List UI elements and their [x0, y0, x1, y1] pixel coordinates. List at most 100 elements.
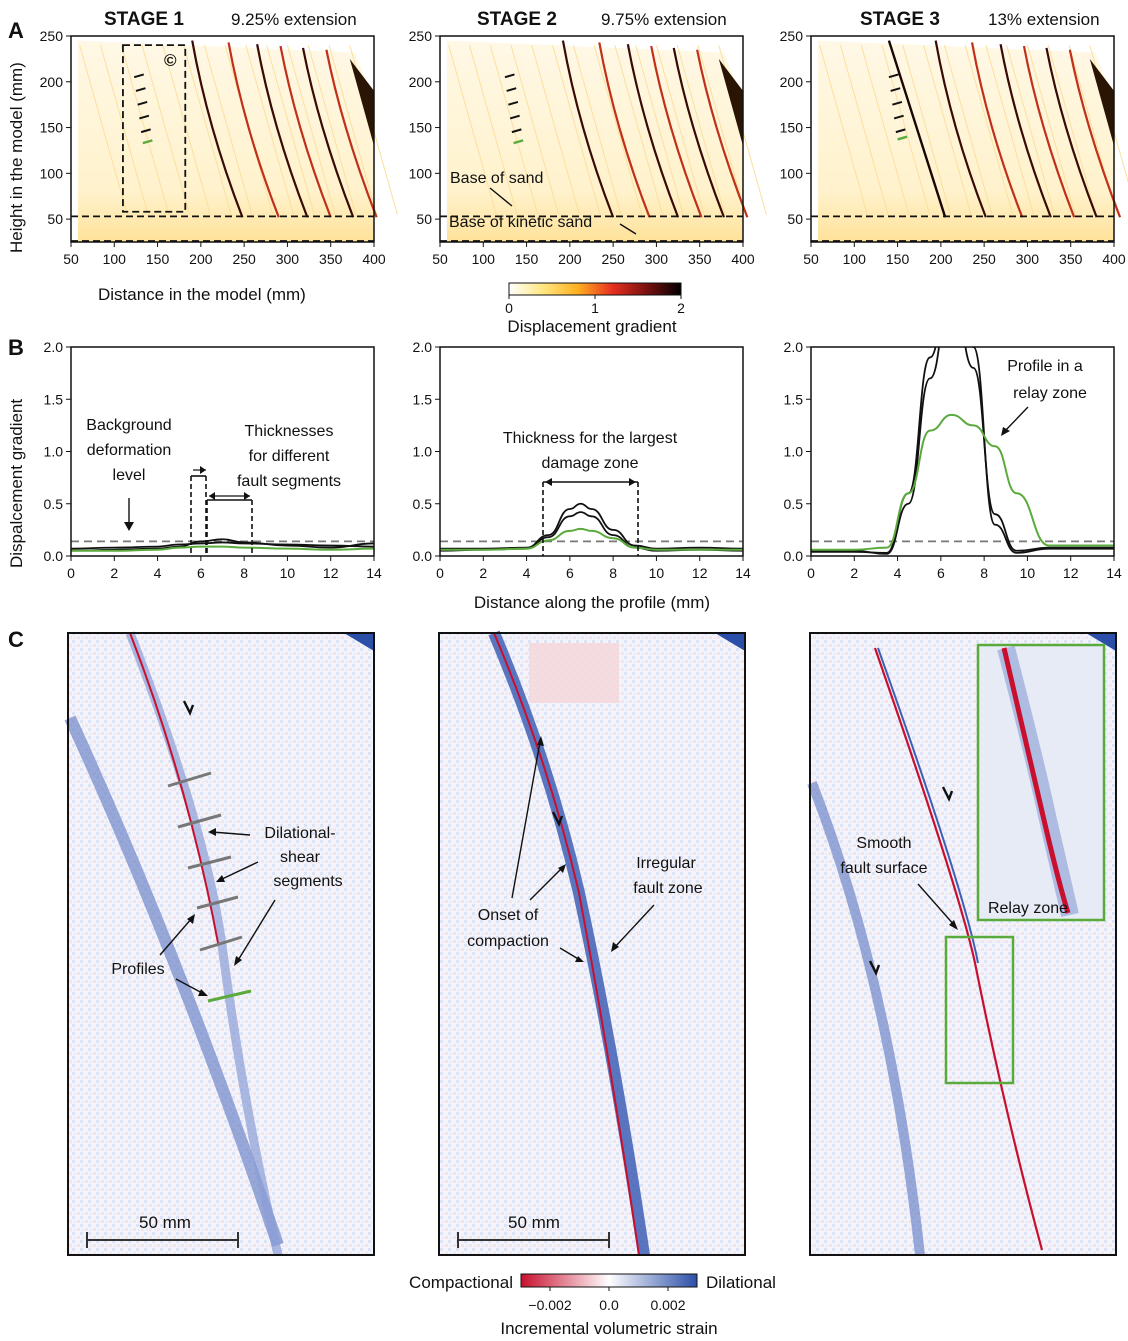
- profile-tick: [511, 128, 522, 134]
- x-tick-label: 4: [894, 565, 902, 581]
- y-tick-label: 0.5: [784, 496, 804, 512]
- panel-letter-b: B: [8, 335, 24, 360]
- compaction-line: [129, 632, 219, 944]
- profile-tick: [893, 114, 904, 120]
- zoom-box: [122, 44, 187, 213]
- y-tick-label: 1.5: [44, 391, 64, 407]
- x-tick-label: 100: [103, 251, 127, 267]
- profile-tick: [895, 128, 906, 134]
- y-tick-label: 100: [40, 165, 64, 181]
- y-tick-label: 150: [409, 120, 433, 136]
- displacement-map-stage-2: 50 100 150 200 250 300 350 400 50 100 150 200 250: [409, 28, 767, 267]
- x-tick-label: 200: [189, 251, 213, 267]
- y-tick-label: 50: [416, 211, 432, 227]
- profile-tick: [137, 100, 148, 106]
- strain-colorbar: Compactional Dilational −0.002 0.0 0.002…: [409, 1273, 776, 1338]
- profile-tick: [509, 114, 520, 120]
- map-frame: [810, 35, 1115, 243]
- x-tick-label: 4: [523, 565, 531, 581]
- x-tick-label: 14: [1106, 565, 1122, 581]
- profile-marker: [187, 855, 232, 870]
- y-tick-label: 1.0: [44, 444, 64, 460]
- profile-marker: [167, 771, 212, 788]
- fault-line: [301, 47, 355, 218]
- ann-thicknesses-3: fault segments: [237, 473, 341, 490]
- x-tick-label: 150: [515, 251, 539, 267]
- x-tick-label: 400: [362, 251, 386, 267]
- y-tick-label: 2.0: [784, 339, 804, 355]
- ann-irregular-2: fault zone: [633, 880, 702, 897]
- displacement-map-stage-1: 50 100 150 200 250 300 350 400 50 100 150 200 250: [40, 28, 398, 267]
- ann-background-1: Background: [86, 417, 171, 434]
- x-tick-label: 10: [649, 565, 665, 581]
- ann-base-sand-arrow: [489, 187, 513, 207]
- plot-frame: [810, 346, 1115, 557]
- y-tick-label: 0.5: [44, 496, 64, 512]
- fault-line: [561, 40, 615, 218]
- x-tick-label: 10: [280, 565, 296, 581]
- y-tick-label: 0.0: [784, 548, 804, 564]
- dilational-band: [807, 781, 925, 1256]
- fault-line: [598, 42, 651, 218]
- panel-letter-a: A: [8, 18, 24, 43]
- fault-line: [887, 40, 947, 218]
- x-tick-label: 0: [807, 565, 815, 581]
- row-b-annotations: Background deformation level Thicknesses…: [86, 358, 1087, 556]
- ann-base-kinetic-arrow: [619, 223, 637, 235]
- stage-3-title: STAGE 3: [860, 9, 940, 30]
- stage-titles: STAGE 1 9.25% extension STAGE 2 9.75% ex…: [104, 9, 1100, 30]
- profile-series-green: [811, 413, 1114, 551]
- profile-tick: [133, 73, 144, 79]
- ann-background-2: deformation: [87, 442, 172, 459]
- dilational-band: [64, 715, 284, 1247]
- stage-3-extension: 13% extension: [988, 10, 1100, 29]
- ann-thicknesses-2: for different: [249, 448, 330, 465]
- y-tick-label: 2.0: [413, 339, 433, 355]
- y-tick-label: 50: [47, 211, 63, 227]
- x-tick-label: 150: [146, 251, 170, 267]
- y-tick-label: 2.0: [44, 339, 64, 355]
- x-tick-label: 12: [692, 565, 708, 581]
- strain-map-stage-1: [64, 631, 375, 1257]
- profile-series-black: [440, 502, 743, 550]
- cb-tick-2: 2: [677, 300, 685, 316]
- ann-largest-1: Thickness for the largest: [503, 430, 678, 447]
- x-tick-label: 300: [1016, 251, 1040, 267]
- ann-largest-2: damage zone: [542, 455, 639, 472]
- scale-bar-2: 50 mm: [508, 1213, 560, 1232]
- y-tick-label: 150: [780, 120, 804, 136]
- x-tick-label: 100: [843, 251, 867, 267]
- x-tick-label: 50: [63, 251, 79, 267]
- stage-1-title: STAGE 1: [104, 9, 184, 30]
- strain-map-frame: [809, 632, 1117, 1256]
- profile-tick: [890, 87, 901, 92]
- row-a-xlabel: Distance in the model (mm): [98, 285, 306, 304]
- x-tick-label: 400: [731, 251, 755, 267]
- x-tick-label: 0: [436, 565, 444, 581]
- ann-smooth-2: fault surface: [840, 860, 927, 877]
- fault-surface-line: [873, 647, 1044, 1251]
- x-tick-label: 8: [240, 565, 248, 581]
- dilational-band: [125, 631, 283, 1257]
- profile-marker: [199, 935, 243, 952]
- relay-zone-fault: [1001, 647, 1071, 914]
- row-b-xlabel: Distance along the profile (mm): [474, 593, 710, 612]
- x-tick-label: 8: [609, 565, 617, 581]
- strain-map-frame: [67, 632, 375, 1256]
- x-tick-label: 250: [232, 251, 256, 267]
- strain-map-stage-3: [807, 632, 1117, 1256]
- cb-tick-1: 1: [591, 300, 599, 316]
- ann-thicknesses-1: Thicknesses: [245, 423, 334, 440]
- ann-smooth-1: Smooth: [856, 835, 911, 852]
- y-tick-label: 250: [780, 28, 804, 44]
- x-tick-label: 200: [558, 251, 582, 267]
- fault-line: [696, 49, 749, 218]
- profile-tick: [139, 114, 150, 120]
- fault-line: [626, 44, 680, 218]
- x-tick-label: 12: [1063, 565, 1079, 581]
- ann-dilational-1: Dilational-: [264, 825, 335, 842]
- scale-bar-1: 50 mm: [139, 1213, 191, 1232]
- fault-line: [1045, 47, 1098, 218]
- ann-relay-zone: Relay zone: [988, 900, 1068, 917]
- fault-line: [999, 44, 1052, 218]
